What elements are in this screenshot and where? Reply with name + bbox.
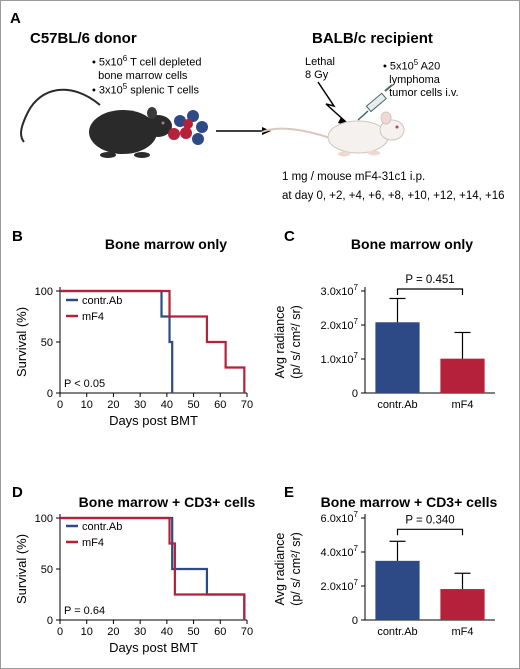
x-tick-label: 30	[134, 399, 146, 411]
x-axis-label: Days post BMT	[109, 640, 198, 655]
survival-line-mF4	[60, 289, 246, 393]
p-value-annotation: P < 0.05	[64, 378, 105, 390]
x-tick-label: 70	[241, 399, 253, 411]
x-tick-label: 20	[107, 626, 119, 638]
survival-line-mF4	[60, 516, 246, 620]
lethal-label: Lethal 8 Gy	[305, 56, 335, 81]
y-axis-label: Avg radiance	[273, 533, 287, 606]
x-category-label: mF4	[452, 626, 474, 638]
recipient-mouse-icon	[261, 111, 405, 157]
y-tick-label: 0	[47, 615, 53, 627]
significance-bracket	[396, 288, 464, 295]
y-tick-label: 2.0x107	[321, 578, 359, 593]
y-tick-label: 0	[47, 388, 53, 400]
panel-letter-b: B	[12, 228, 23, 245]
panel-letter-a: A	[10, 10, 21, 27]
y-tick-label: 6.0x107	[321, 510, 359, 525]
p-value-annotation: P = 0.340	[405, 514, 454, 526]
bar-contr.Ab	[375, 560, 420, 620]
legend-label: contr.Ab	[82, 521, 122, 533]
treatment-line-1: 1 mg / mouse mF4-31c1 i.p.	[282, 171, 426, 183]
donor-title: C57BL/6 donor	[30, 30, 137, 47]
x-tick-label: 0	[57, 399, 63, 411]
p-value-annotation: P = 0.451	[405, 274, 454, 286]
panel-letter-c: C	[284, 228, 295, 245]
donor-bullet-2: • 3x105 splenic T cells	[92, 82, 199, 97]
x-tick-label: 40	[161, 399, 173, 411]
y-tick-label: 3.0x107	[321, 283, 359, 298]
x-tick-label: 50	[187, 399, 199, 411]
y-tick-label: 50	[41, 564, 53, 576]
y-axis-label-units: (p/ s/ cm²/ sr)	[289, 305, 303, 379]
x-tick-label: 50	[187, 626, 199, 638]
legend-label: mF4	[82, 537, 104, 549]
legend-label: mF4	[82, 311, 104, 323]
panel-letter-e: E	[284, 484, 295, 501]
x-tick-label: 20	[107, 399, 119, 411]
x-category-label: contr.Ab	[377, 626, 417, 638]
panel-d-title: Bone marrow + CD3+ cells	[78, 494, 256, 510]
bar-contr.Ab	[375, 322, 420, 393]
y-tick-label: 4.0x107	[321, 544, 359, 559]
bar-mF4	[440, 358, 485, 393]
x-axis-label: Days post BMT	[109, 413, 198, 428]
syringe-icon	[357, 84, 393, 121]
x-tick-label: 60	[214, 626, 226, 638]
legend-label: contr.Ab	[82, 295, 122, 307]
y-tick-label: 100	[35, 286, 53, 298]
x-category-label: contr.Ab	[377, 399, 417, 411]
panel-letter-d: D	[12, 484, 23, 501]
significance-bracket	[396, 528, 464, 536]
cell-cluster-icon	[168, 110, 208, 145]
panel-c-title: Bone marrow only	[350, 236, 474, 252]
bar-mF4	[440, 589, 485, 620]
tumor-bullet: • 5x105 A20 lymphoma tumor cells i.v.	[383, 58, 459, 99]
y-axis-label: Survival (%)	[14, 534, 29, 604]
y-tick-label: 50	[41, 337, 53, 349]
x-tick-label: 30	[134, 626, 146, 638]
y-axis-label: Avg radiance	[273, 306, 287, 379]
panel-e-title: Bone marrow + CD3+ cells	[320, 494, 498, 510]
x-tick-label: 70	[241, 626, 253, 638]
y-tick-label: 1.0x107	[321, 351, 359, 366]
donor-mouse-icon	[20, 88, 172, 158]
treatment-line-2: at day 0, +2, +4, +6, +8, +10, +12, +14,…	[282, 190, 505, 202]
donor-bullet-1: • 5x106 T cell depleted bone marrow cell…	[92, 54, 202, 82]
y-tick-label: 2.0x107	[321, 317, 359, 332]
x-tick-label: 10	[81, 399, 93, 411]
x-tick-label: 10	[81, 626, 93, 638]
y-tick-label: 100	[35, 513, 53, 525]
y-axis-label: Survival (%)	[14, 307, 29, 377]
x-tick-label: 60	[214, 399, 226, 411]
schematic-illustration	[20, 81, 405, 158]
y-axis-label-units: (p/ s/ cm²/ sr)	[289, 532, 303, 606]
x-tick-label: 40	[161, 626, 173, 638]
x-category-label: mF4	[452, 399, 474, 411]
recipient-title: BALB/c recipient	[312, 30, 433, 47]
x-tick-label: 0	[57, 626, 63, 638]
y-tick-label: 0	[352, 615, 358, 627]
p-value-annotation: P = 0.64	[64, 605, 105, 617]
y-tick-label: 0	[352, 388, 358, 400]
panel-b-title: Bone marrow only	[104, 236, 228, 252]
